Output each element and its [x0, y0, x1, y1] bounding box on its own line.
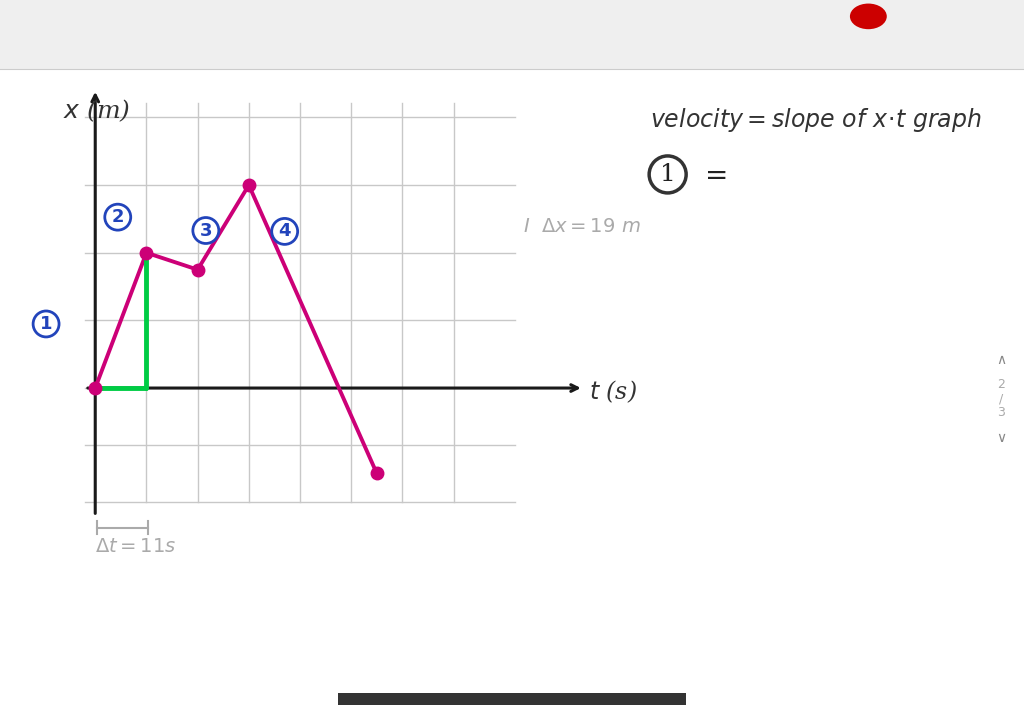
Bar — [338, 693, 686, 705]
Text: /: / — [999, 392, 1004, 405]
Text: $\it{t}$ (s): $\it{t}$ (s) — [589, 378, 637, 405]
Text: 2: 2 — [997, 378, 1006, 391]
Text: $\it{I}$  $\Delta x = 19\ m$: $\it{I}$ $\Delta x = 19\ m$ — [523, 217, 641, 236]
Text: ↩: ↩ — [233, 23, 250, 41]
Text: $\Delta t = 11s$: $\Delta t = 11s$ — [95, 537, 177, 556]
Text: ⋮: ⋮ — [963, 23, 982, 41]
Text: 🎤: 🎤 — [754, 24, 763, 40]
Text: ✏: ✏ — [438, 23, 453, 41]
Text: =: = — [706, 163, 728, 190]
Bar — [0, 0, 1024, 69]
Text: ‹: ‹ — [23, 18, 33, 42]
Text: 02:04: 02:04 — [14, 10, 54, 23]
Text: Tue Jan 31: Tue Jan 31 — [67, 10, 131, 23]
Text: 2: 2 — [112, 208, 124, 226]
Text: T: T — [395, 23, 410, 41]
Text: 3: 3 — [200, 221, 212, 239]
Text: 3: 3 — [997, 407, 1006, 419]
Text: ⧉: ⧉ — [991, 23, 1001, 41]
Text: 1: 1 — [40, 315, 52, 333]
Text: ∧: ∧ — [996, 352, 1007, 367]
Text: 92%: 92% — [881, 11, 905, 21]
Text: ⌇: ⌇ — [473, 23, 481, 41]
Text: ∨: ∨ — [996, 431, 1007, 445]
Bar — [0, 0, 1024, 31]
Text: 1: 1 — [659, 163, 676, 186]
Circle shape — [850, 4, 887, 29]
Text: $\it{velocity = slope\ of\ x\!\cdot\!t\ graph}$: $\it{velocity = slope\ of\ x\!\cdot\!t\ … — [650, 105, 982, 134]
Text: $\it{x}$ (m): $\it{x}$ (m) — [63, 97, 131, 124]
Text: +: + — [932, 22, 950, 42]
Text: ⬆: ⬆ — [59, 23, 75, 41]
Text: • • •: • • • — [502, 11, 528, 21]
Text: 4: 4 — [279, 222, 291, 241]
